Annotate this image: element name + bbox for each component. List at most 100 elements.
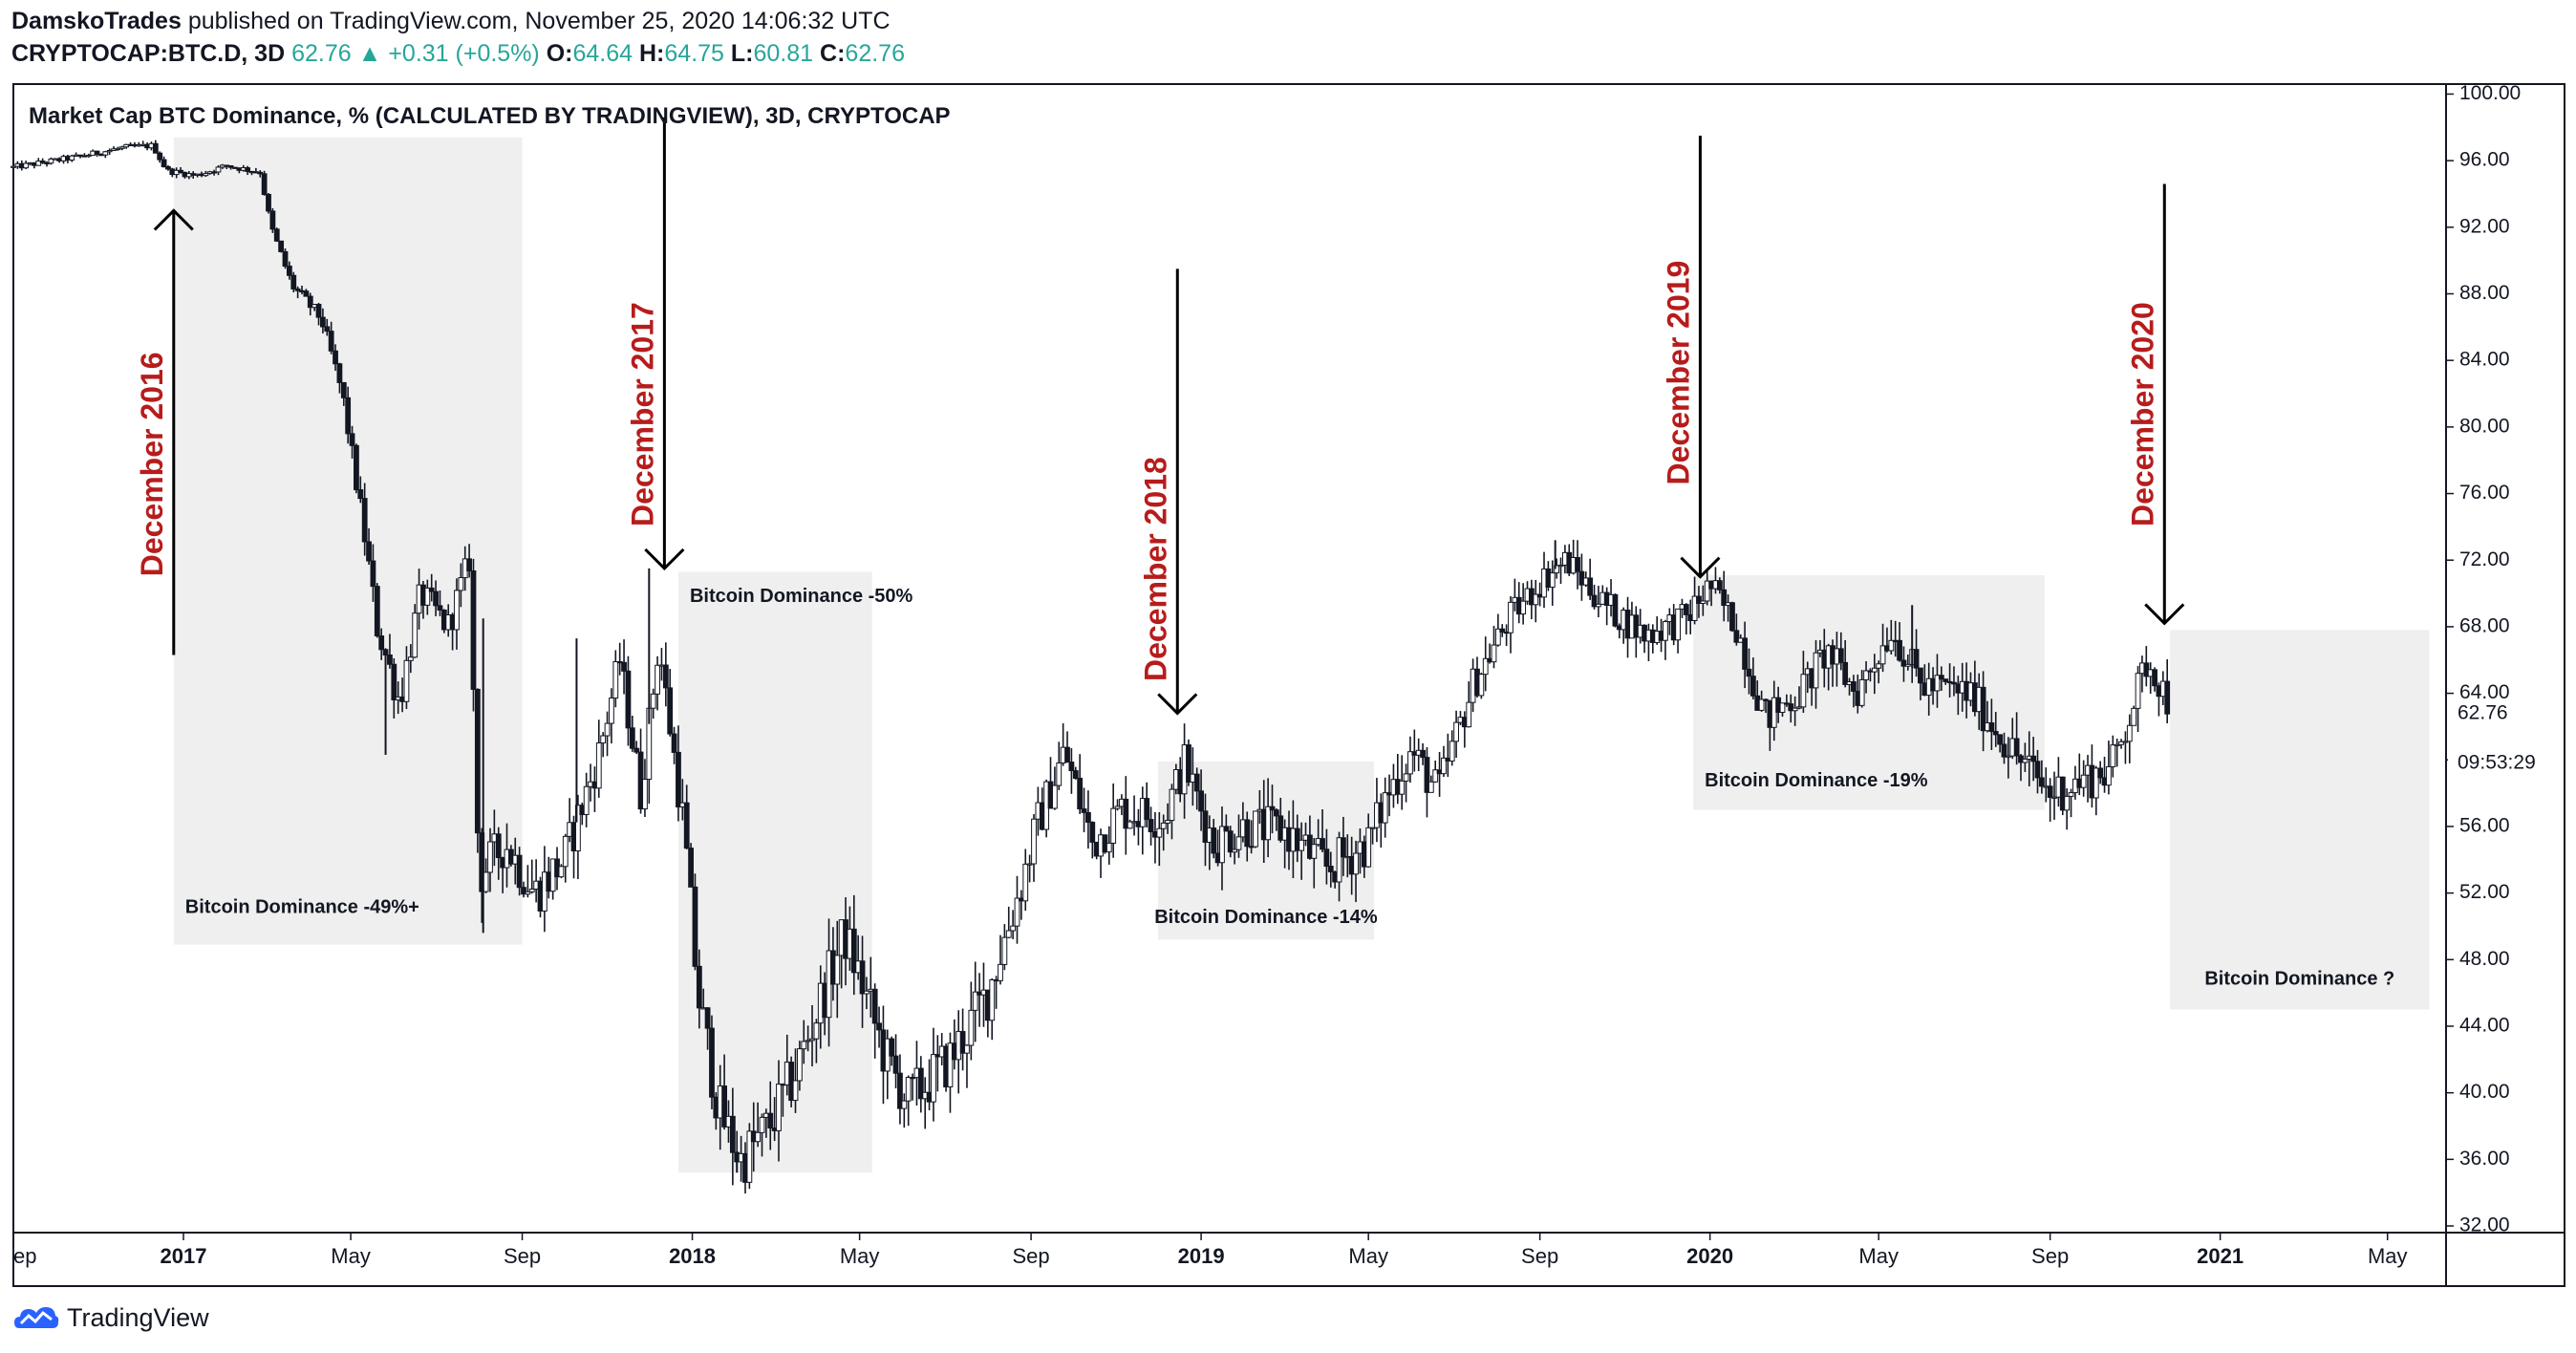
- candle-body: [1026, 863, 1033, 866]
- candle-body: [1294, 827, 1300, 851]
- candle-body: [433, 591, 439, 607]
- x-tick-label: May: [2368, 1244, 2408, 1268]
- candle-body: [562, 835, 569, 868]
- candle-body: [1746, 668, 1752, 677]
- candle-body: [1934, 675, 1941, 692]
- candle-body: [266, 193, 271, 212]
- candle-body: [1382, 792, 1388, 824]
- candle-body: [1980, 686, 1986, 732]
- candle-body: [696, 965, 702, 1009]
- candle-body: [290, 274, 297, 290]
- zone-box-5[interactable]: [2170, 630, 2430, 1010]
- candle-body: [1842, 661, 1849, 685]
- candle-body: [2114, 743, 2120, 746]
- candle-body: [516, 854, 523, 889]
- x-tick-label: 2021: [2197, 1244, 2243, 1268]
- candle-body: [366, 541, 372, 562]
- candle-body: [2068, 792, 2074, 797]
- candle-body: [378, 635, 385, 651]
- time-axis[interactable]: ep 2017 May Sep 2018 May Sep 2019 May Sep 2020 May S…: [12, 1233, 2408, 1268]
- y-tick-label: 56.00: [2459, 814, 2510, 836]
- candle-body: [1918, 667, 1923, 684]
- candle-body: [340, 381, 347, 398]
- candle-body: [1587, 577, 1594, 596]
- zone-box-2[interactable]: [677, 571, 872, 1173]
- candle-body: [1758, 698, 1765, 711]
- candle-body: [1428, 781, 1434, 793]
- candle-body: [324, 326, 331, 333]
- candle-body: [1520, 600, 1527, 615]
- tradingview-logo[interactable]: TradingView: [13, 1301, 209, 1334]
- candle-body: [403, 659, 410, 702]
- candle-body: [203, 173, 209, 177]
- symbol-name[interactable]: CRYPTOCAP:BTC.D, 3D: [11, 40, 286, 67]
- candle-body: [600, 735, 607, 744]
- candle-body: [1323, 848, 1330, 868]
- candle-body: [805, 1040, 811, 1042]
- candle-body: [1792, 707, 1798, 712]
- candle-body: [1888, 639, 1895, 652]
- candle-body: [2097, 767, 2104, 779]
- candle-body: [2131, 707, 2137, 726]
- candle-body: [1232, 848, 1238, 853]
- candle-body: [704, 1007, 711, 1029]
- candle-body: [1876, 663, 1882, 669]
- zone-label-2: Bitcoin Dominance -50%: [690, 586, 913, 607]
- zone-box-1[interactable]: [173, 137, 523, 945]
- arrow-head-5: [2144, 603, 2185, 626]
- candle-body: [871, 988, 878, 1024]
- candles-layer: [11, 140, 2171, 1194]
- candle-body: [767, 1112, 774, 1129]
- x-tick-label: Sep: [2031, 1244, 2069, 1268]
- candle-body: [972, 991, 978, 1011]
- candle-body: [1988, 722, 1995, 733]
- candle-body: [692, 886, 698, 967]
- candle-body: [2110, 744, 2116, 767]
- candle-body: [964, 1044, 970, 1054]
- x-tick-label: May: [1858, 1244, 1899, 1268]
- y-tick-label: 92.00: [2459, 215, 2510, 237]
- candle-body: [315, 304, 322, 318]
- candle-body: [454, 590, 460, 631]
- candle-body: [157, 152, 163, 161]
- candle-body: [989, 978, 996, 1021]
- candle-body: [1696, 595, 1702, 604]
- candle-body: [1750, 676, 1756, 697]
- candle-body: [1992, 731, 1999, 736]
- candle-body: [1127, 821, 1133, 829]
- candle-body: [333, 350, 338, 365]
- y-tick-label: 100.00: [2459, 82, 2521, 104]
- candle-body: [1223, 826, 1230, 832]
- y-tick-label: 80.00: [2459, 415, 2510, 437]
- candle-body: [328, 331, 334, 352]
- candle-body: [1997, 734, 2004, 745]
- candle-body: [2005, 755, 2011, 758]
- candle-body: [809, 1038, 815, 1042]
- candle-body: [102, 151, 109, 156]
- candle-body: [2047, 785, 2053, 798]
- price-axis[interactable]: 100.00 96.00 92.00 88.00 84.00 80.00 76.00 72.0…: [2446, 82, 2563, 1236]
- candle-body: [1327, 866, 1334, 872]
- y-tick-label: 44.00: [2459, 1015, 2510, 1037]
- author-name[interactable]: DamskoTrades: [11, 8, 182, 34]
- candle-body: [1591, 594, 1598, 608]
- candle-body: [466, 558, 473, 571]
- publish-info: DamskoTrades published on TradingView.co…: [11, 8, 891, 35]
- candle-body: [905, 1077, 912, 1102]
- triangle-up-icon: ▲: [357, 40, 382, 67]
- candle-body: [931, 1054, 936, 1103]
- candle-body: [1466, 701, 1472, 728]
- candle-body: [1235, 836, 1242, 850]
- candle-body: [612, 660, 619, 699]
- candle-body: [336, 363, 343, 383]
- candle-body: [968, 1009, 975, 1046]
- candle-body: [1733, 630, 1740, 643]
- candle-body: [1796, 706, 1802, 709]
- candle-body: [1800, 674, 1807, 708]
- candle-body: [575, 805, 581, 852]
- candle-body: [1700, 600, 1707, 604]
- candle-body: [1085, 811, 1091, 824]
- candle-body: [1494, 628, 1501, 646]
- candle-body: [2080, 774, 2087, 788]
